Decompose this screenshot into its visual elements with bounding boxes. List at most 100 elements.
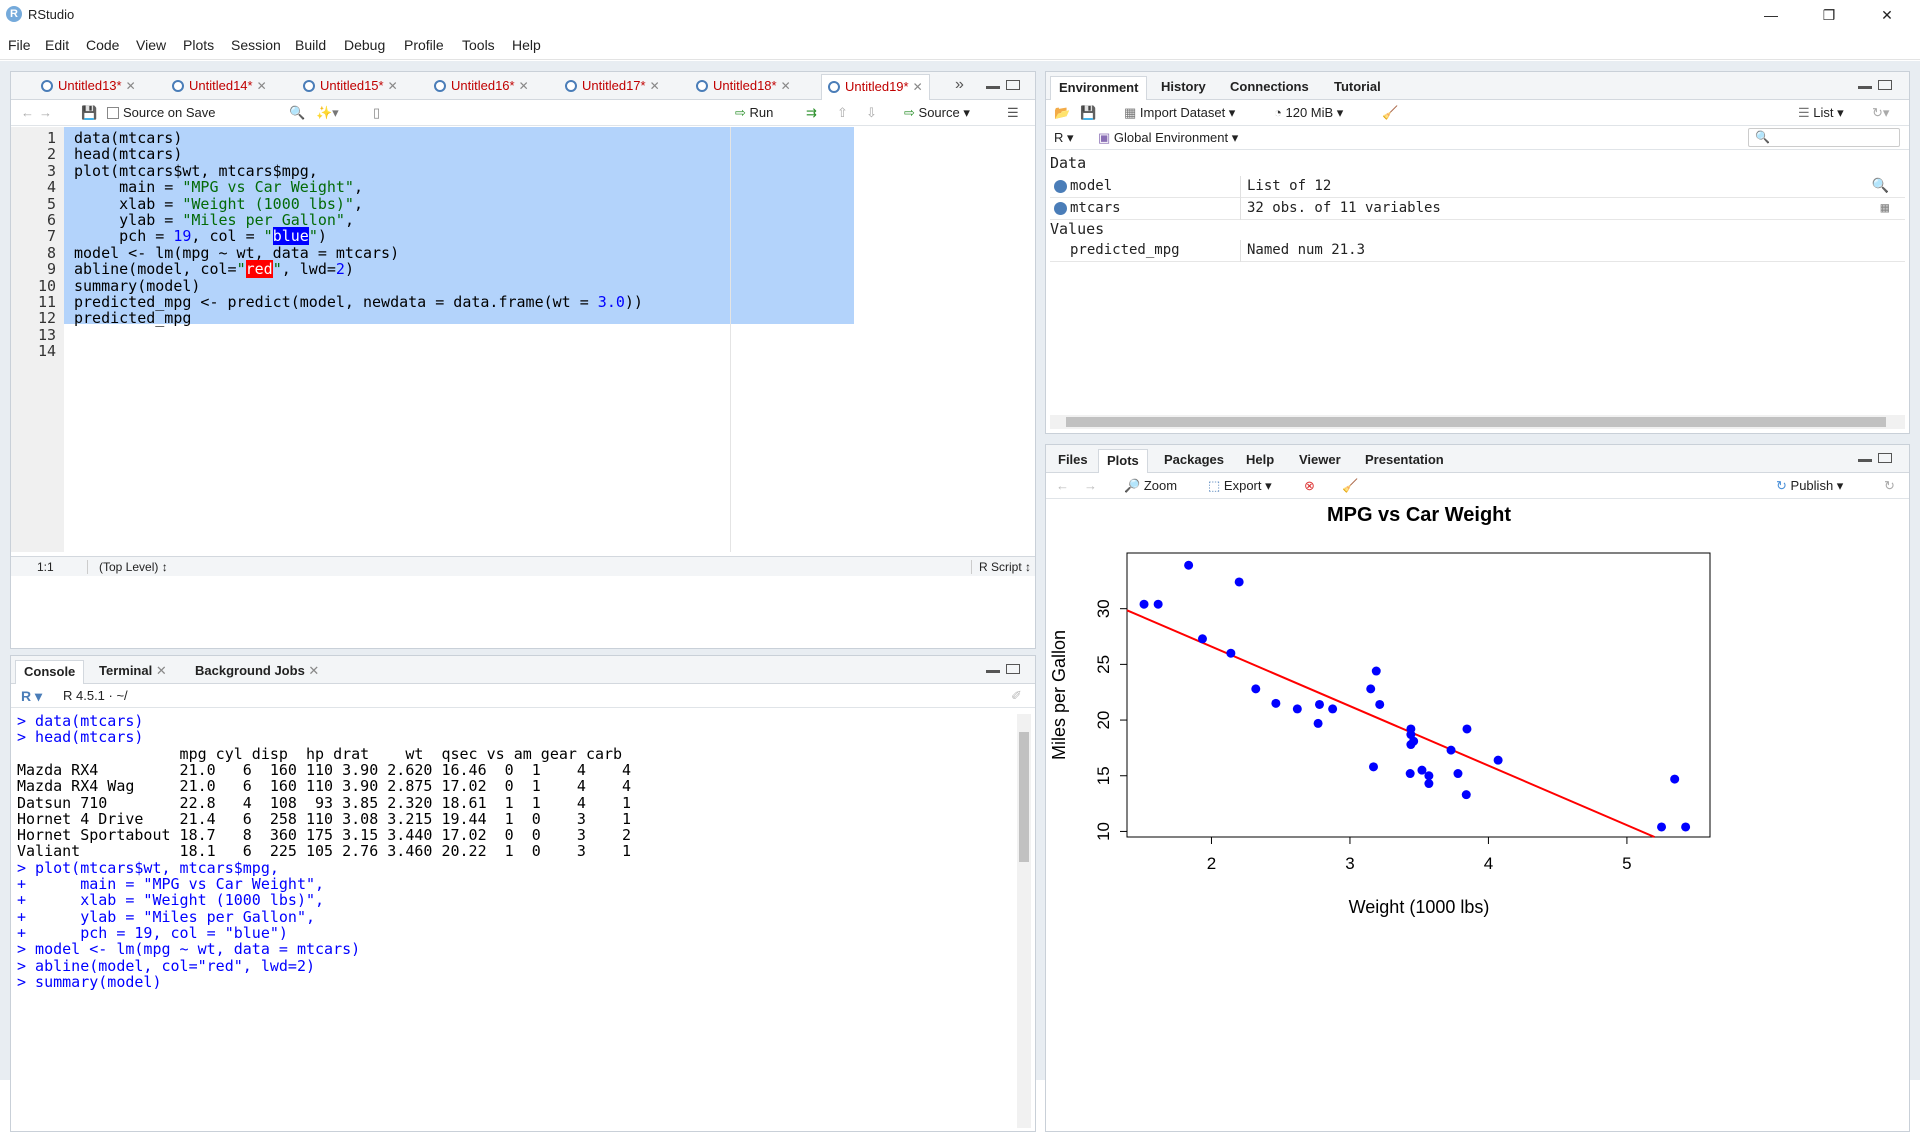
open-folder-icon[interactable]: 📂 [1054, 105, 1071, 120]
editor-tab[interactable]: Untitled17* ✕ [559, 74, 666, 100]
code-line[interactable]: data(mtcars) [74, 129, 183, 147]
tab-terminal[interactable]: Terminal ✕ [91, 660, 175, 684]
tab-environment[interactable]: Environment [1050, 76, 1148, 100]
scope-selector[interactable]: (Top Level) ↕ [99, 560, 168, 574]
editor-tab[interactable]: Untitled16* ✕ [428, 74, 535, 100]
language-selector[interactable]: R ▾ [1054, 130, 1074, 145]
forward-arrow-icon[interactable]: → [39, 105, 52, 120]
tab-tutorial[interactable]: Tutorial [1326, 76, 1389, 100]
close-tab-icon[interactable]: ✕ [155, 663, 167, 678]
menu-help[interactable]: Help [512, 37, 541, 53]
menu-file[interactable]: File [8, 37, 31, 53]
horizontal-scrollbar[interactable] [1050, 415, 1905, 429]
minimize-pane-icon[interactable] [1858, 86, 1872, 89]
environment-search-input[interactable]: 🔍 [1748, 128, 1900, 147]
code-line[interactable]: head(mtcars) [74, 145, 183, 164]
menu-code[interactable]: Code [86, 37, 120, 53]
tab-packages[interactable]: Packages [1156, 449, 1232, 473]
code-line[interactable]: pch = 19, col = "blue") [74, 227, 327, 246]
previous-plot-icon[interactable]: ← [1056, 478, 1069, 493]
import-dataset-button[interactable]: ▦ Import Dataset ▾ [1124, 105, 1236, 120]
tab-presentation[interactable]: Presentation [1357, 449, 1452, 473]
menu-profile[interactable]: Profile [404, 37, 444, 53]
code-line[interactable]: xlab = "Weight (1000 lbs)", [74, 194, 363, 213]
editor-tab[interactable]: Untitled14* ✕ [166, 74, 273, 100]
code-line[interactable]: predicted_mpg <- predict(model, newdata … [74, 293, 643, 311]
r-logo-icon[interactable]: R ▾ [21, 688, 43, 704]
tab-plots[interactable]: Plots [1098, 449, 1148, 473]
code-line[interactable]: ylab = "Miles per Gallon", [74, 211, 354, 229]
tab-viewer[interactable]: Viewer [1291, 449, 1349, 473]
code-line[interactable]: main = "MPG vs Car Weight", [74, 178, 363, 197]
editor-tab-active[interactable]: Untitled19* ✕ [821, 74, 930, 100]
magic-wand-icon[interactable]: ✨▾ [316, 105, 339, 120]
close-tab-icon[interactable]: ✕ [912, 80, 923, 94]
editor-tab[interactable]: Untitled15* ✕ [297, 74, 404, 100]
minimize-icon[interactable]: — [1764, 7, 1778, 23]
up-arrow-icon[interactable]: ⇧ [837, 105, 848, 120]
next-plot-icon[interactable]: → [1084, 478, 1097, 493]
outline-icon[interactable]: ☰ [1007, 105, 1019, 120]
expand-icon[interactable] [1054, 180, 1067, 193]
close-tab-icon[interactable]: ✕ [780, 79, 791, 93]
refresh-icon[interactable]: ↻ [1884, 478, 1895, 493]
menu-debug[interactable]: Debug [344, 37, 386, 53]
scrollbar-thumb[interactable] [1066, 417, 1886, 427]
close-tab-icon[interactable]: ✕ [649, 79, 660, 93]
broom-icon[interactable]: 🧹 [1382, 105, 1399, 120]
minimize-pane-icon[interactable] [986, 86, 1000, 89]
more-tabs-icon[interactable]: » [955, 76, 964, 93]
maximize-pane-icon[interactable] [1878, 80, 1892, 90]
memory-usage-button[interactable]: ◔ 120 MiB ▾ [1274, 105, 1344, 120]
menu-tools[interactable]: Tools [462, 37, 495, 53]
close-tab-icon[interactable]: ✕ [256, 79, 267, 93]
rerun-icon[interactable]: ⇉ [806, 105, 817, 120]
scrollbar-thumb[interactable] [1019, 732, 1029, 862]
down-arrow-icon[interactable]: ⇩ [866, 105, 877, 120]
expand-icon[interactable] [1054, 202, 1067, 215]
view-mode-button[interactable]: ☰ List ▾ [1798, 105, 1844, 120]
env-row-model[interactable]: model List of 12 🔍 [1050, 176, 1905, 198]
env-row-mtcars[interactable]: mtcars 32 obs. of 11 variables ▦ [1050, 198, 1905, 220]
restore-icon[interactable]: ❐ [1822, 7, 1836, 23]
run-button[interactable]: ⇨ Run [735, 104, 773, 122]
publish-button[interactable]: ↻ Publish ▾ [1776, 478, 1844, 493]
close-tab-icon[interactable]: ✕ [308, 663, 320, 678]
tab-connections[interactable]: Connections [1222, 76, 1317, 100]
menu-edit[interactable]: Edit [45, 37, 70, 53]
code-line[interactable]: plot(mtcars$wt, mtcars$mpg, [74, 161, 318, 180]
minimize-pane-icon[interactable] [986, 670, 1000, 673]
console-scrollbar[interactable] [1017, 714, 1031, 1128]
code-editor[interactable]: 1 2 3 4 5 6 7 8 9 10 11 12 13 14 data(mtcars) head(mtc… [11, 127, 1035, 552]
search-icon[interactable]: 🔍 [289, 105, 306, 120]
code-line[interactable]: summary(model) [74, 276, 201, 295]
clear-console-icon[interactable]: ✐ [1011, 688, 1022, 703]
tab-help[interactable]: Help [1238, 449, 1282, 473]
export-button[interactable]: ⬚ Export ▾ [1208, 478, 1272, 493]
source-button[interactable]: ⇨ Source ▾ [904, 105, 970, 120]
menu-build[interactable]: Build [295, 37, 327, 53]
tab-files[interactable]: Files [1050, 449, 1096, 473]
code-line[interactable]: abline(model, col="red", lwd=2) [74, 260, 354, 279]
maximize-pane-icon[interactable] [1878, 453, 1892, 463]
environment-selector[interactable]: ▣ Global Environment ▾ [1098, 130, 1239, 145]
source-on-save-checkbox[interactable]: Source on Save [107, 104, 216, 122]
table-view-icon[interactable]: ▦ [1880, 200, 1889, 216]
broom-icon[interactable]: 🧹 [1342, 478, 1359, 493]
delete-plot-icon[interactable]: ⊗ [1304, 478, 1315, 493]
tab-background-jobs[interactable]: Background Jobs ✕ [187, 660, 327, 684]
save-icon[interactable]: 💾 [81, 105, 98, 120]
code-line[interactable]: predicted_mpg [74, 309, 192, 328]
editor-tab[interactable]: Untitled18* ✕ [690, 74, 797, 100]
view-data-icon[interactable]: 🔍 [1871, 178, 1889, 194]
editor-tab[interactable]: Untitled13* ✕ [35, 74, 142, 100]
file-type-selector[interactable]: R Script ↕ [979, 560, 1032, 574]
menu-session[interactable]: Session [231, 37, 281, 53]
tab-console[interactable]: Console [15, 660, 85, 684]
close-tab-icon[interactable]: ✕ [125, 79, 136, 93]
close-tab-icon[interactable]: ✕ [518, 79, 529, 93]
menu-plots[interactable]: Plots [183, 37, 215, 53]
menu-view[interactable]: View [136, 37, 167, 53]
zoom-button[interactable]: 🔎 Zoom [1124, 477, 1177, 495]
minimize-pane-icon[interactable] [1858, 459, 1872, 462]
